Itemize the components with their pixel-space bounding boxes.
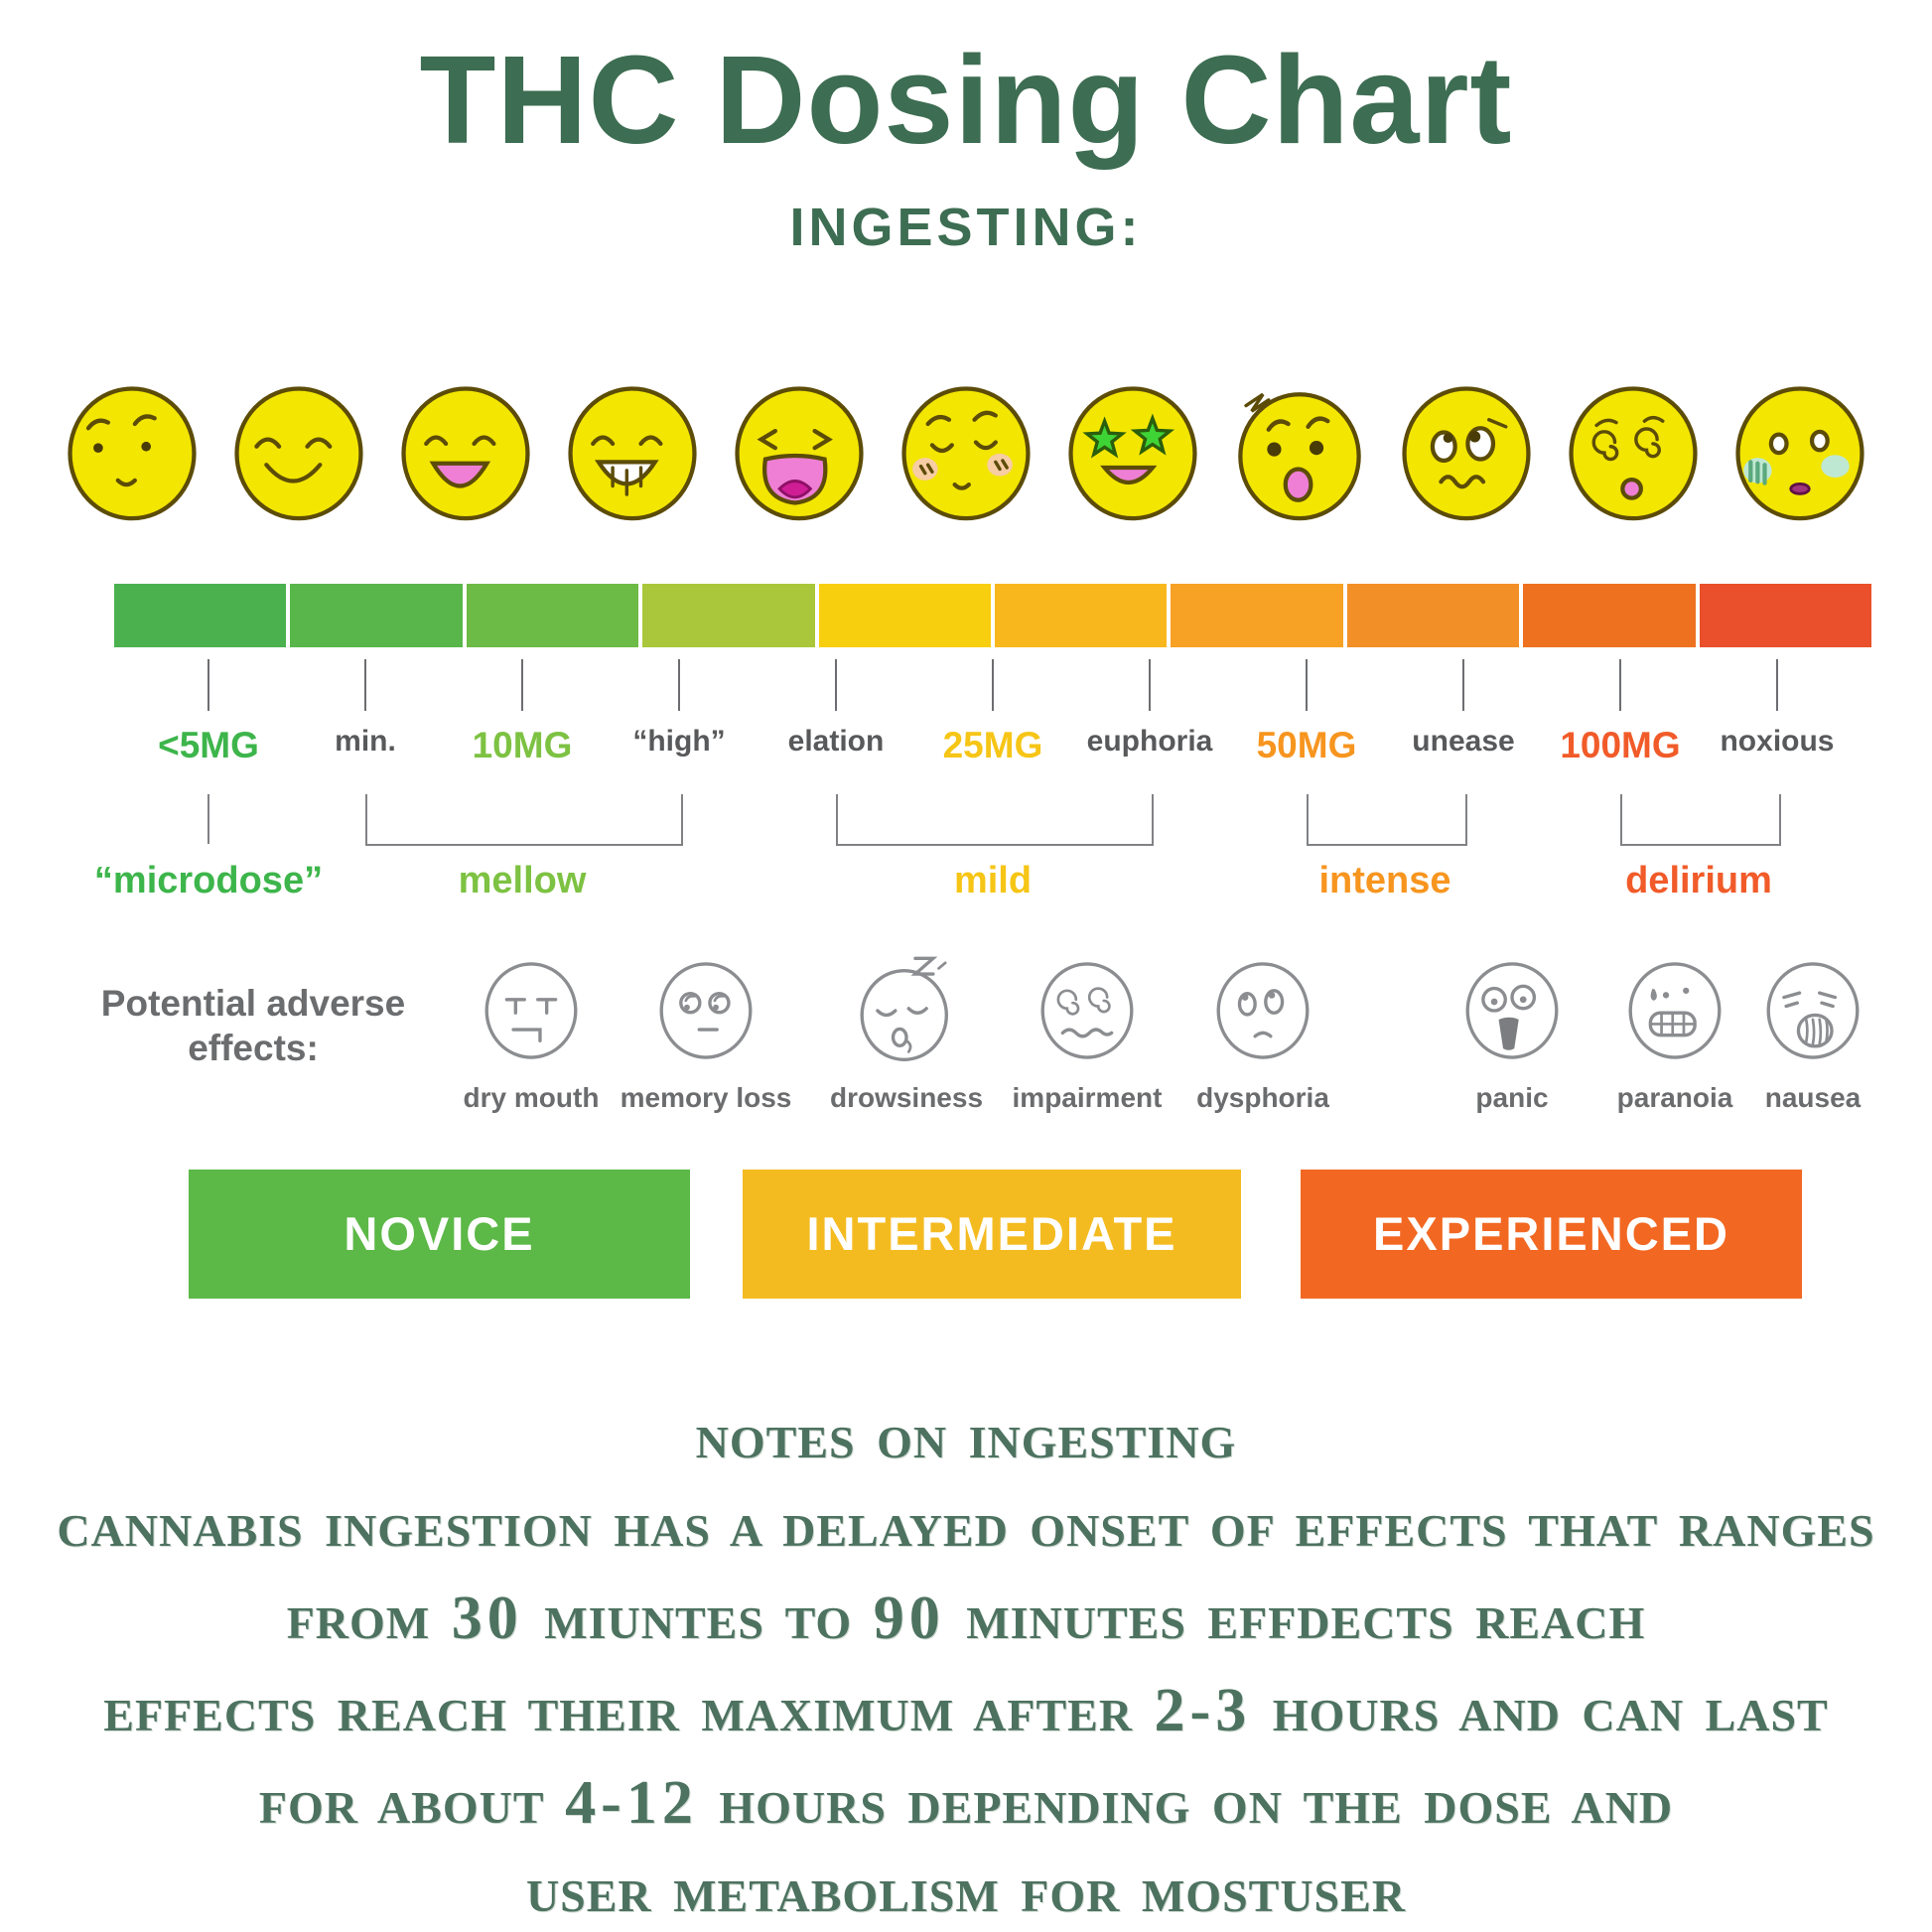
effect-label-min: min.: [335, 725, 396, 758]
shocked-emoji-icon: [1238, 392, 1361, 521]
dry-mouth-face-icon: [476, 955, 587, 1066]
adverse-effect-name: paranoia: [1616, 1082, 1733, 1113]
notes-on-ingesting: NOTES ON INGESTING CANNABIS INGESTION HA…: [0, 1398, 1932, 1932]
page-subtitle: INGESTING:: [789, 198, 1143, 257]
group-label-intense: intense: [1318, 860, 1451, 901]
adverse-effects-label-line1: Potential adverse: [100, 983, 406, 1024]
dysphoria-face-icon: [1207, 955, 1318, 1066]
memory-loss-face-icon: [650, 955, 761, 1066]
nausea-face-icon: [1757, 955, 1868, 1066]
adverse-effect-name: impairment: [1012, 1082, 1163, 1113]
big-smile-emoji-icon: [401, 386, 530, 521]
dose-label-5mg: <5MG: [158, 725, 259, 765]
adverse-effect-name: drowsiness: [829, 1082, 984, 1113]
tick-mark: [1306, 659, 1308, 711]
tick-mark: [1462, 659, 1464, 711]
dose-gradient-bar: [114, 584, 1872, 647]
experienced-level-banner: EXPERIENCED: [1301, 1170, 1802, 1299]
effect-label-elation: elation: [787, 725, 885, 758]
tick-mark: [364, 659, 366, 711]
delirium-bracket: [1620, 794, 1781, 846]
microdose-tick-line: [207, 794, 209, 844]
effect-label-euphoria: euphoria: [1086, 725, 1213, 758]
tick-mark: [521, 659, 523, 711]
dose-bar-segment: [114, 584, 287, 647]
adverse-effect-name: nausea: [1764, 1082, 1862, 1113]
smile-emoji-icon: [234, 386, 363, 521]
star-struck-emoji-icon: [1068, 386, 1197, 521]
adverse-effects-label-line2: effects:: [188, 1028, 319, 1068]
grin-emoji-icon: [568, 386, 697, 521]
effect-label-noxious: noxious: [1720, 725, 1835, 758]
confused-emoji-icon: [1402, 386, 1531, 521]
tick-mark: [992, 659, 994, 711]
tick-mark: [207, 659, 209, 711]
effect-label-high: “high”: [632, 725, 726, 758]
notes-line: FROM 30 MIUNTES TO 90 MINUTES EFFDECTS R…: [286, 1585, 1646, 1652]
dose-bar-segment: [995, 584, 1168, 647]
group-label-microdose: “microdose”: [93, 860, 324, 901]
dose-bar-segment: [1699, 584, 1872, 647]
slight-smile-emoji-icon: [68, 386, 197, 521]
adverse-effect-name: memory loss: [620, 1082, 792, 1113]
dose-bar-segment: [1523, 584, 1696, 647]
intermediate-level-banner: INTERMEDIATE: [743, 1170, 1241, 1299]
page-title: THC Dosing Chart: [419, 30, 1513, 170]
dose-label-50mg: 50MG: [1256, 725, 1357, 765]
laughing-emoji-icon: [735, 386, 864, 521]
mild-bracket: [836, 794, 1154, 846]
adverse-effect-name: panic: [1475, 1082, 1549, 1113]
notes-heading: NOTES ON INGESTING: [695, 1417, 1237, 1467]
tick-mark: [1776, 659, 1778, 711]
dose-label-10mg: 10MG: [472, 725, 573, 765]
notes-line: USER METABOLISM FOR MOSTUSER: [525, 1870, 1407, 1921]
adverse-effect-name: dry mouth: [463, 1082, 600, 1113]
blushing-emoji-icon: [901, 386, 1031, 521]
adverse-effects-label: Potential adverse effects:: [69, 981, 437, 1070]
dose-label-100mg: 100MG: [1560, 725, 1681, 765]
tick-mark: [1619, 659, 1621, 711]
group-label-mild: mild: [953, 860, 1033, 901]
notes-line: FOR ABOUT 4-12 HOURS DEPENDING ON THE DO…: [258, 1769, 1674, 1837]
notes-line: CANNABIS INGESTION HAS A DELAYED ONSET O…: [57, 1505, 1875, 1556]
dose-bar-segment: [642, 584, 815, 647]
nauseous-emoji-icon: [1735, 386, 1864, 521]
dose-bar-segment: [1171, 584, 1343, 647]
tick-mark: [678, 659, 680, 711]
dose-bar-segment: [1346, 584, 1520, 647]
drowsiness-face-icon: [851, 955, 962, 1066]
novice-level-banner: NOVICE: [189, 1170, 690, 1299]
mellow-bracket: [365, 794, 683, 846]
tick-mark: [835, 659, 837, 711]
mood-emoji-row: [62, 380, 1870, 521]
notes-line: EFFECTS REACH THEIR MAXIMUM AFTER 2-3 HO…: [103, 1677, 1829, 1744]
effect-label-unease: unease: [1412, 725, 1515, 758]
group-label-delirium: delirium: [1625, 860, 1772, 901]
panic-face-icon: [1456, 955, 1568, 1066]
dizzy-emoji-icon: [1569, 386, 1698, 521]
intense-bracket: [1307, 794, 1467, 846]
paranoia-face-icon: [1619, 955, 1730, 1066]
impairment-face-icon: [1032, 955, 1143, 1066]
adverse-effect-name: dysphoria: [1196, 1082, 1329, 1113]
dose-bar-segment: [466, 584, 639, 647]
dose-bar-segment: [818, 584, 992, 647]
tick-mark: [1149, 659, 1151, 711]
dose-bar-segment: [290, 584, 463, 647]
group-label-mellow: mellow: [458, 860, 587, 901]
dose-label-25mg: 25MG: [942, 725, 1043, 765]
